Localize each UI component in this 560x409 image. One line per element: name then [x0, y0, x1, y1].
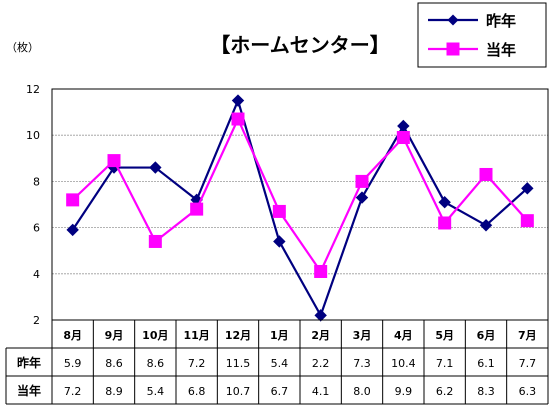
data-label: 6.1: [477, 357, 495, 370]
table-row-header: 昨年: [17, 355, 41, 370]
y-tick-label: 8: [33, 175, 40, 188]
data-label: 7.3: [353, 357, 371, 370]
data-label: 5.4: [147, 385, 165, 398]
x-tick-label: 2月: [311, 329, 330, 342]
x-tick-label: 7月: [518, 329, 537, 342]
data-label: 6.8: [188, 385, 206, 398]
data-point-prev-year: [273, 235, 286, 248]
data-label: 10.4: [391, 357, 416, 370]
data-point-this-year: [438, 216, 452, 230]
y-unit-label: （枚）: [6, 40, 39, 54]
data-label: 8.6: [147, 357, 165, 370]
x-tick-label: 12月: [225, 329, 251, 342]
x-tick-label: 9月: [105, 329, 124, 342]
data-label: 6.3: [519, 385, 537, 398]
data-label: 7.2: [64, 385, 82, 398]
y-tick-label: 2: [33, 314, 40, 327]
plot-frame: [51, 88, 549, 321]
data-label: 7.7: [519, 357, 537, 370]
data-label: 8.6: [105, 357, 123, 370]
y-tick-label: 4: [33, 268, 40, 281]
data-label: 6.2: [436, 385, 454, 398]
data-point-prev-year: [521, 182, 534, 195]
legend-box: [417, 2, 547, 68]
data-label: 9.9: [395, 385, 413, 398]
legend-label: 当年: [486, 41, 516, 59]
data-label: 10.7: [226, 385, 251, 398]
data-point-this-year: [479, 167, 493, 181]
data-point-this-year: [107, 154, 121, 168]
data-point-prev-year: [355, 191, 369, 204]
data-point-prev-year: [149, 161, 162, 174]
data-point-this-year: [272, 204, 286, 218]
data-label: 6.7: [271, 385, 289, 398]
data-label: 8.0: [353, 385, 371, 398]
data-label: 8.9: [105, 385, 123, 398]
data-point-this-year: [66, 193, 80, 207]
data-label: 2.2: [312, 357, 330, 370]
data-label: 8.3: [477, 385, 495, 398]
data-point-this-year: [190, 202, 204, 216]
series-line-1: [71, 97, 529, 319]
x-tick-label: 5月: [435, 329, 454, 342]
x-tick-label: 10月: [142, 329, 168, 342]
x-tick-label: 3月: [353, 329, 372, 342]
data-label: 11.5: [226, 357, 251, 370]
x-tick-label: 6月: [477, 329, 496, 342]
data-label: 5.4: [271, 357, 289, 370]
data-point-prev-year: [314, 309, 327, 322]
series-line-2: [71, 116, 529, 274]
data-label: 7.1: [436, 357, 454, 370]
data-point-this-year: [355, 174, 369, 188]
data-point-this-year: [314, 264, 328, 278]
x-tick-label: 4月: [394, 329, 413, 342]
x-tick-label: 8月: [63, 329, 82, 342]
data-point-prev-year: [231, 94, 245, 107]
data-label: 7.2: [188, 357, 206, 370]
legend-marker: [447, 14, 459, 26]
data-point-this-year: [148, 234, 162, 248]
table-row-header: 当年: [17, 383, 41, 398]
plot-area: 2 4 6 8 10 12: [26, 83, 549, 327]
data-label: 5.9: [64, 357, 82, 370]
data-point-this-year: [396, 131, 410, 145]
y-tick-label: 12: [26, 83, 40, 96]
data-point-this-year: [231, 112, 245, 126]
y-tick-label: 6: [33, 222, 40, 235]
data-point-prev-year: [66, 223, 79, 237]
data-point-prev-year: [479, 219, 493, 232]
x-tick-label: 1月: [270, 329, 289, 342]
x-tick-label: 11月: [184, 329, 210, 342]
data-label: 4.1: [312, 385, 330, 398]
legend-marker: [446, 42, 460, 56]
legend-label: 昨年: [486, 12, 516, 30]
chart-title: 【ホームセンター】: [210, 33, 389, 57]
y-tick-label: 10: [26, 129, 40, 142]
data-point-prev-year: [438, 195, 451, 209]
data-point-prev-year: [397, 119, 410, 133]
data-point-this-year: [520, 214, 534, 228]
